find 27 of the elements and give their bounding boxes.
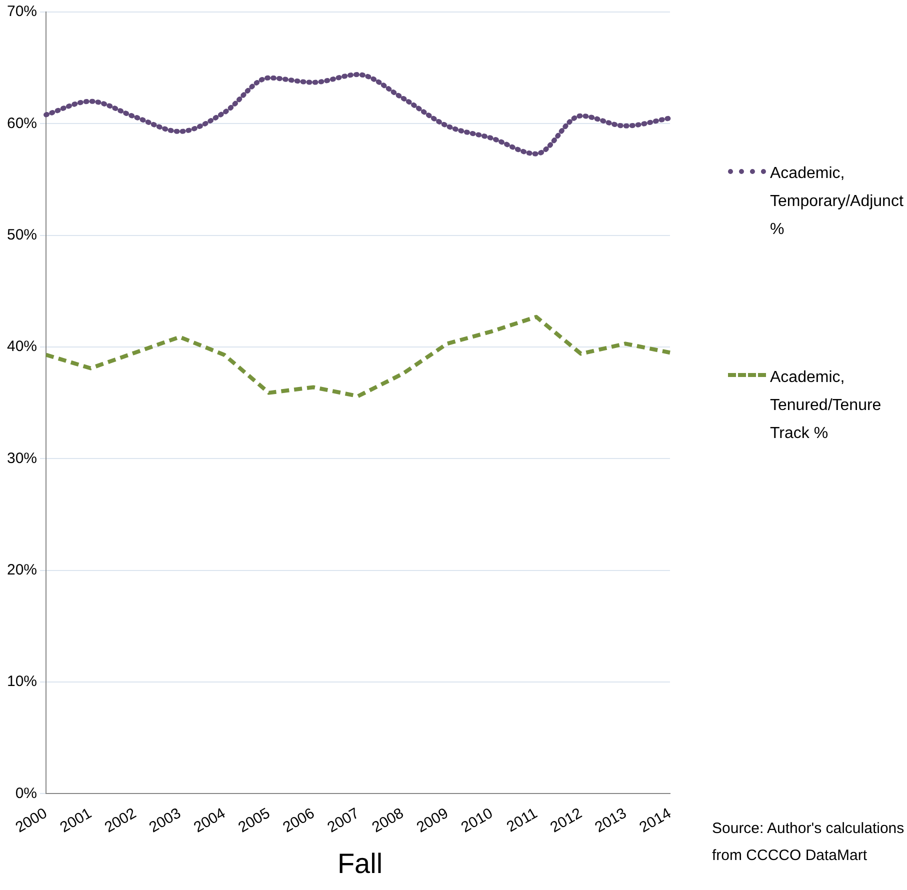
legend-label: Academic, Temporary/Adjunct % [770,164,904,240]
source-note: Source: Author's calculations from CCCCO DataMart [712,819,906,866]
x-tick-label: 2001 [57,804,95,836]
y-tick-label: 30% [6,450,38,467]
x-tick-label: 2011 [504,804,540,836]
x-tick-label: 2008 [369,804,407,836]
x-tick-label: 2000 [12,804,50,836]
x-tick-label: 2014 [636,804,674,836]
x-tick-label: 2003 [146,804,184,836]
x-tick-label: 2004 [190,804,228,836]
y-tick-label: 40% [6,338,38,356]
y-tick-label: 50% [6,226,38,244]
y-tick-label: 70% [6,3,38,20]
x-tick-label: 2009 [414,804,452,836]
y-tick-label: 10% [6,673,38,690]
y-tick-label: 20% [6,562,38,579]
y-tick-label: 60% [6,114,38,132]
x-tick-label: 2010 [458,804,496,836]
x-tick-label: 2007 [324,804,362,836]
x-axis-title: Fall [336,848,384,880]
x-tick-label: 2012 [548,804,585,836]
x-tick-label: 2006 [280,804,318,836]
x-tick-label: 2013 [592,804,630,836]
legend-label: Academic, Tenured/Tenure Track % [770,368,882,444]
x-tick-label: 2002 [102,804,140,836]
y-tick-label: 0% [15,784,38,802]
x-tick-label: 2005 [236,804,273,836]
